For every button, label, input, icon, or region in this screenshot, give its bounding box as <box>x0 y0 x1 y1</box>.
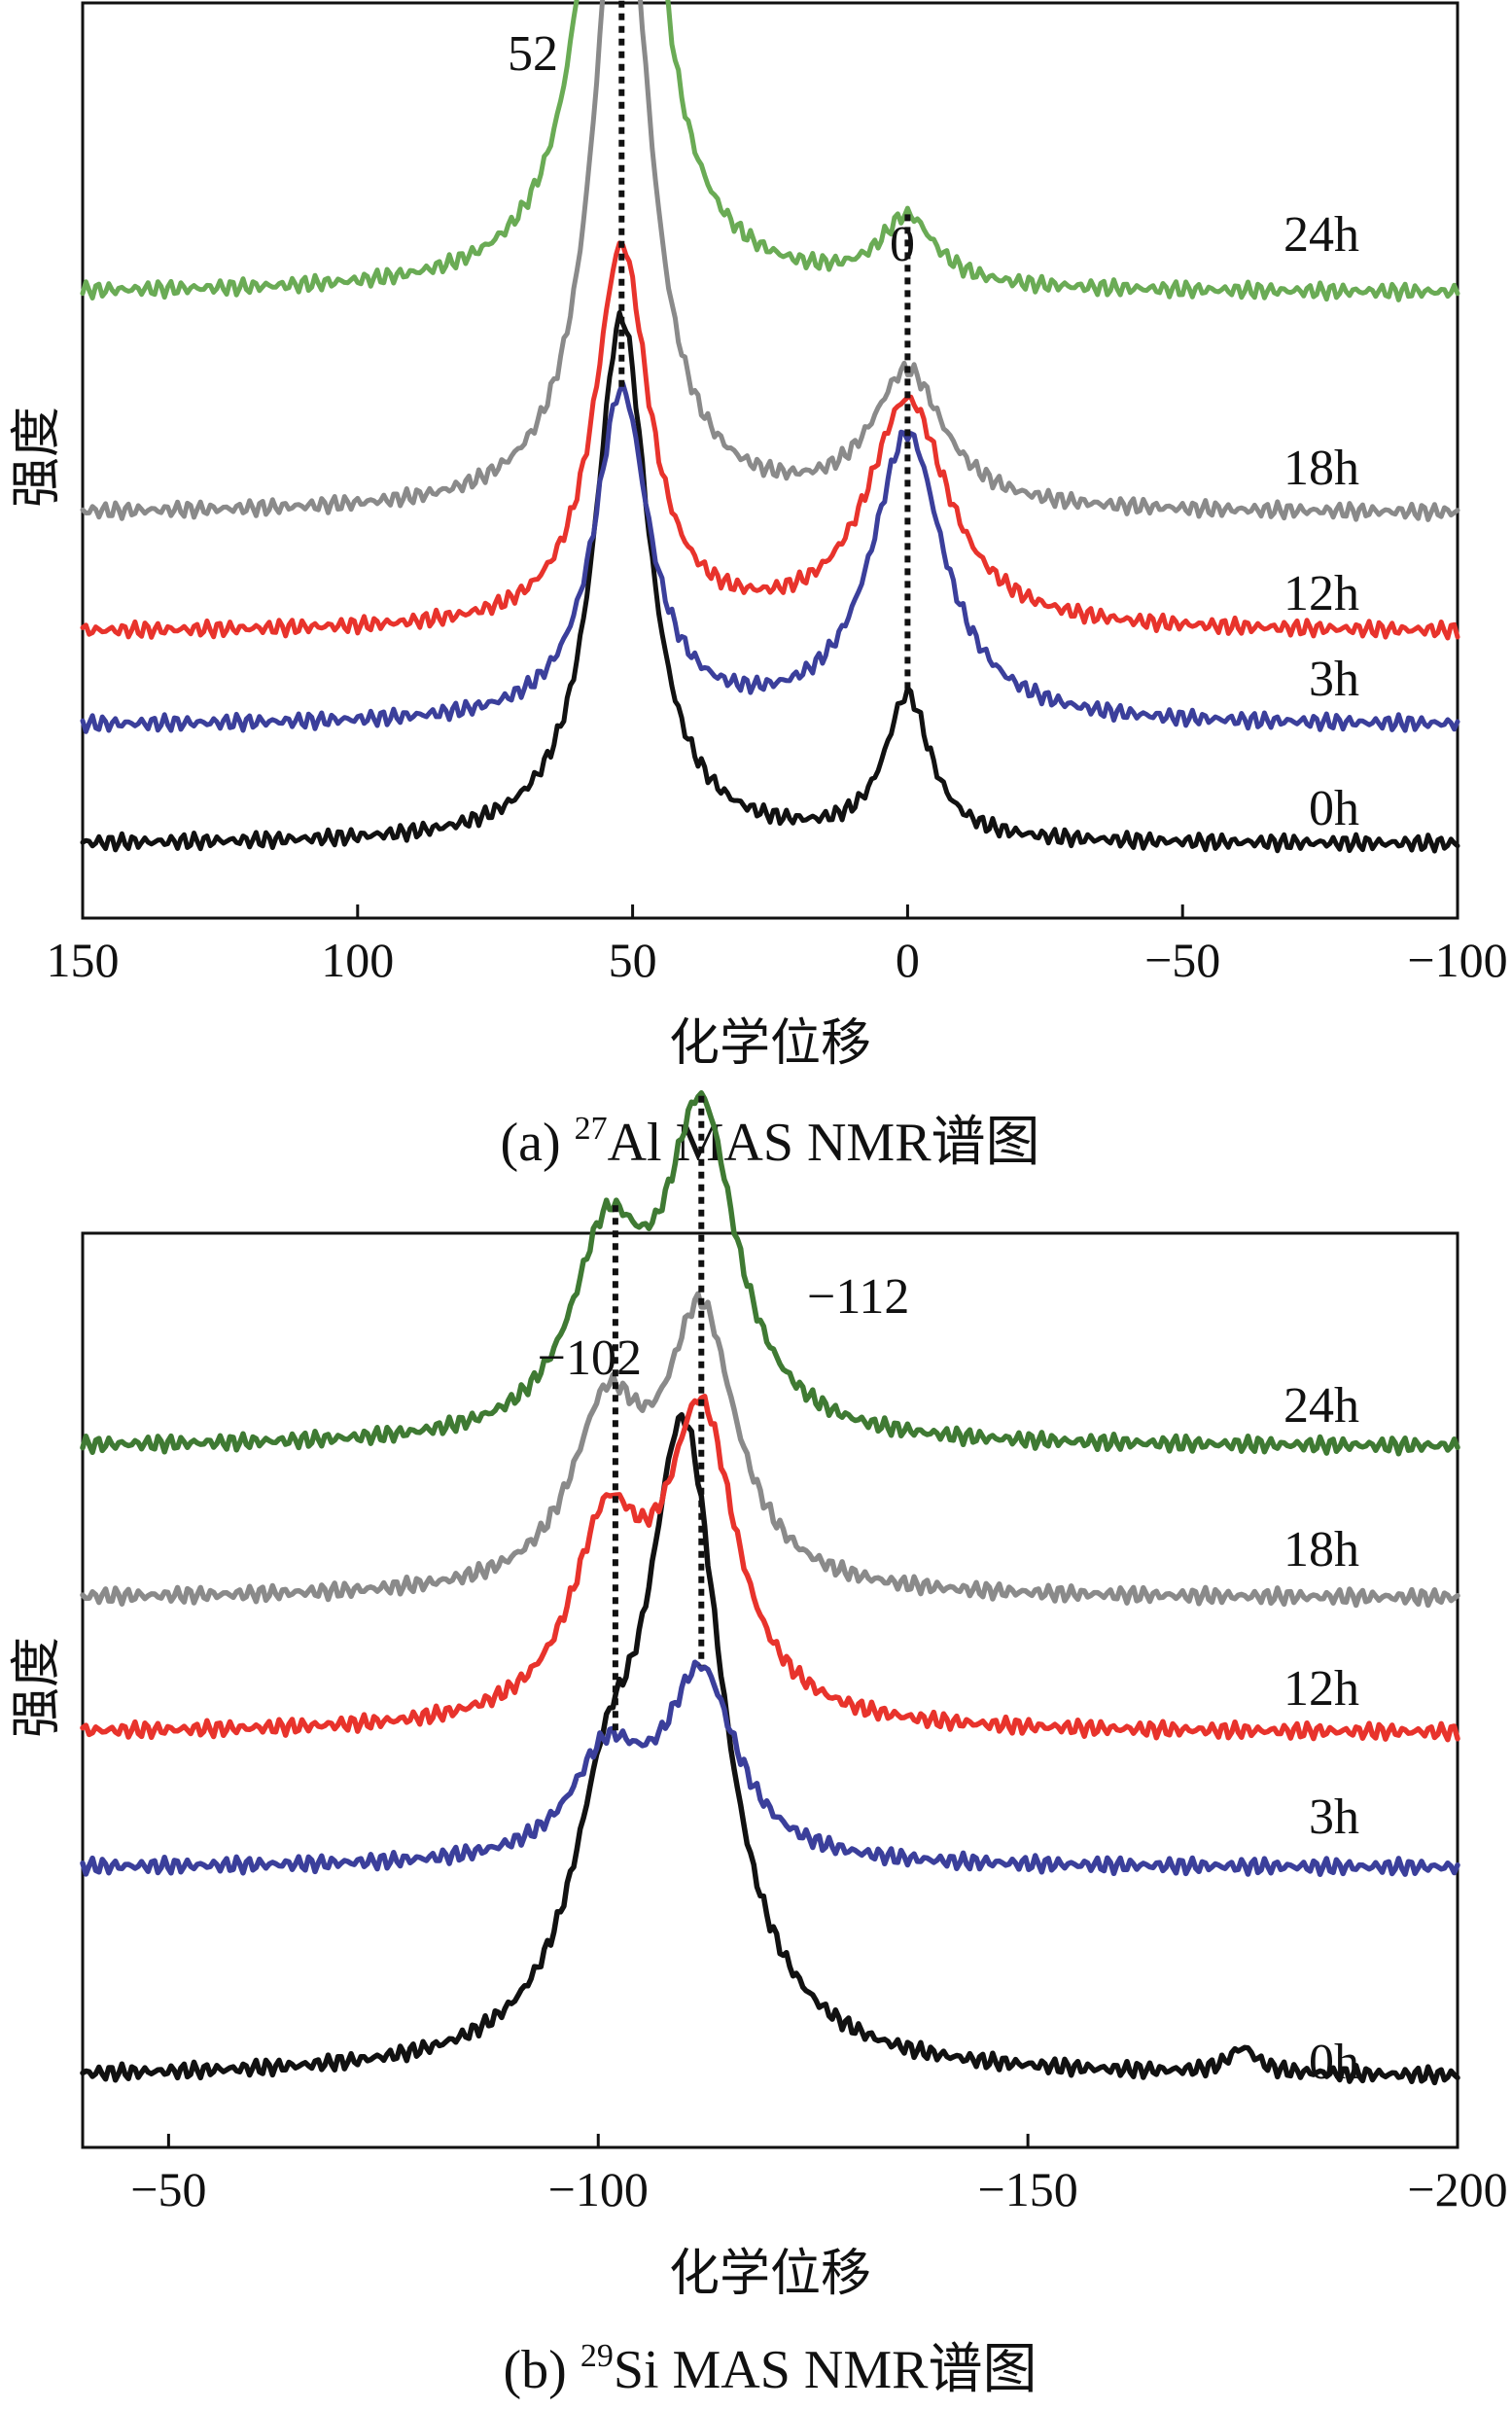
panel-b-caption: (b) 29Si MAS NMR谱图 <box>504 2338 1037 2400</box>
panel-b-caption-prefix: (b) <box>504 2340 580 2400</box>
panel-b-peak-guides <box>612 1095 705 1734</box>
panel-a-x-tick-label-4: −50 <box>1144 933 1220 987</box>
panel-b-peak-label-102: −102 <box>538 1330 642 1386</box>
panel-b-series-label-3h: 3h <box>1309 1790 1359 1845</box>
panel-b-series-label-24h: 24h <box>1283 1378 1359 1434</box>
panel-a-peak-guides <box>618 0 911 694</box>
panel-b-series-label-18h: 18h <box>1283 1522 1359 1577</box>
panel-a-series-3h <box>80 380 1460 734</box>
panel-b-y-axis-title: 强度 <box>8 1637 66 1738</box>
panel-b-x-tick-label-0: −50 <box>130 2162 206 2216</box>
panel-a-series-label-12h: 12h <box>1283 566 1359 621</box>
panel-a-x-tick-label-5: −100 <box>1407 933 1507 987</box>
panel-a-y-axis-title: 强度 <box>8 407 66 508</box>
panel-a-series-group <box>80 0 1460 854</box>
panel-a-series-label-18h: 18h <box>1283 441 1359 496</box>
panel-b-x-axis-title: 化学位移 <box>669 2245 871 2303</box>
panel-a-peak-label-52: 52 <box>508 26 558 82</box>
panel-b-series-group <box>80 1090 1460 2086</box>
panel-b-series-0h <box>80 1411 1460 2086</box>
panel-a-series-12h <box>80 240 1460 641</box>
panel-a-caption-element: Al <box>608 1113 662 1173</box>
panel-a-series-label-24h: 24h <box>1283 207 1359 263</box>
panel-a-x-ticks: 150 100 50 0 −50 −100 <box>47 904 1508 987</box>
panel-a-x-tick-label-0: 150 <box>47 933 120 987</box>
panel-a-series-label-3h: 3h <box>1309 652 1359 707</box>
panel-b-caption-element: Si <box>614 2340 659 2400</box>
panel-a-x-tick-label-1: 100 <box>321 933 394 987</box>
panel-b-peak-label-112: −112 <box>807 1269 909 1325</box>
panel-a-series-0h <box>80 309 1460 854</box>
panel-b-x-tick-label-1: −100 <box>548 2162 649 2216</box>
panel-b-series-12h <box>80 1393 1460 1743</box>
panel-b-x-ticks: −50 −100 −150 −200 <box>130 2134 1508 2216</box>
panel-b-series-3h <box>80 1659 1460 1877</box>
panel-a-caption: (a) 27Al MAS NMR谱图 <box>500 1111 1039 1173</box>
panel-b-series-24h <box>80 1090 1460 1457</box>
panel-b-x-tick-label-2: −150 <box>978 2162 1078 2216</box>
panel-a-series-18h <box>80 0 1460 522</box>
panel-b-plot-frame <box>81 1231 1459 2149</box>
panel-b-series-label-12h: 12h <box>1283 1661 1359 1717</box>
panel-b-caption-rest: MAS NMR谱图 <box>659 2340 1037 2400</box>
panel-b-x-tick-label-3: −200 <box>1407 2162 1507 2216</box>
panel-a-al27-chart: 150 100 50 0 −50 −100 52 0 24h 18h 12h 3h 0h … <box>8 0 1508 1173</box>
panel-a-plot-frame <box>81 1 1459 920</box>
panel-a-caption-prefix: (a) <box>500 1113 574 1173</box>
panel-b-series-18h <box>80 1291 1460 1609</box>
panel-a-series-label-0h: 0h <box>1309 781 1359 836</box>
panel-a-x-tick-label-3: 0 <box>896 933 920 987</box>
panel-a-peak-label-0: 0 <box>890 217 915 272</box>
panel-a-x-tick-label-2: 50 <box>609 933 657 987</box>
panel-b-caption-isotope: 29 <box>580 2338 614 2374</box>
panel-a-x-axis-title: 化学位移 <box>669 1014 871 1073</box>
panel-a-caption-isotope: 27 <box>575 1111 608 1147</box>
panel-a-caption-rest: MAS NMR谱图 <box>662 1113 1040 1173</box>
panel-b-si29-chart: −50 −100 −150 −200 −102 −112 24h 18h 12h 3h… <box>8 1090 1508 2400</box>
panel-b-series-label-0h: 0h <box>1309 2035 1359 2090</box>
panel-a-series-24h <box>80 0 1460 302</box>
